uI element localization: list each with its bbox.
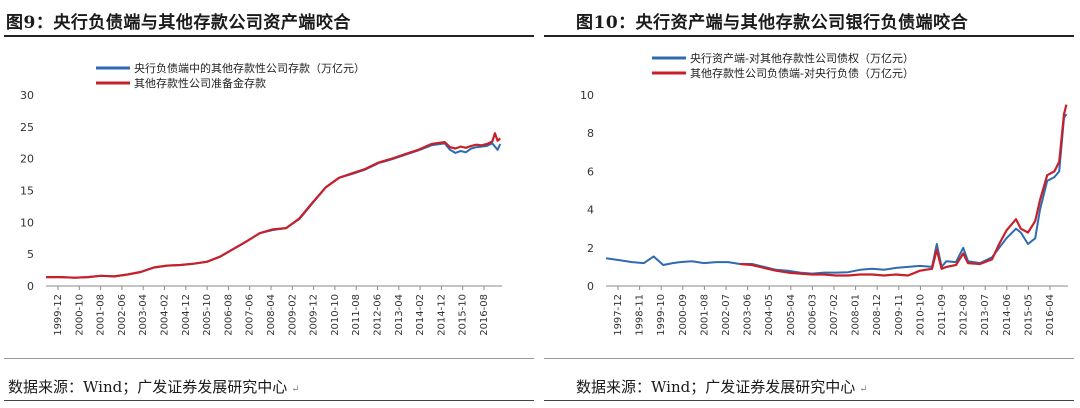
chart-area: 0 5 10 15 20 25 30 1999-12 2000-10 2001-08 2002-06…	[4, 40, 534, 359]
source-divider	[4, 400, 534, 401]
y-tick-label: 5	[27, 248, 34, 261]
title-divider	[544, 35, 1074, 37]
x-tick-label: 2003-06	[743, 294, 754, 336]
legend-label-2: 其他存款性公司准备金存款	[134, 76, 266, 90]
source-divider	[544, 400, 1074, 401]
x-tick-label: 2014-02	[415, 294, 426, 336]
x-tick-label: 2012-06	[373, 294, 384, 336]
chart-area: 0 2 4 6 8 10 1997-12 1998-11 1999-10 2000-09 2001-…	[544, 40, 1074, 359]
x-tick-label: 2006-08	[223, 294, 234, 336]
x-tick-label: 2014-12	[436, 294, 447, 336]
x-tick-label: 2016-08	[479, 294, 490, 336]
figure-9-panel: 图9：央行负债端与其他存款公司资产端咬合 0 5 10 15 20 25 30 1999-12…	[4, 13, 534, 401]
x-tick-label: 1999-12	[53, 294, 64, 336]
x-tick-label: 2015-05	[1023, 294, 1034, 336]
line-chart-figure-10: 0 2 4 6 8 10 1997-12 1998-11 1999-10 2000-09 2001-…	[580, 51, 1068, 336]
y-tick-label: 6	[587, 165, 594, 178]
x-tick-label: 2008-12	[872, 294, 883, 336]
y-tick-label: 30	[20, 89, 34, 102]
legend-label-1: 央行负债端中的其他存款性公司存款（万亿元）	[134, 61, 365, 75]
y-tick-label: 25	[20, 121, 34, 134]
x-tick-label: 2009-02	[287, 294, 298, 336]
x-tick-label: 2011-08	[351, 294, 362, 336]
title-divider	[4, 35, 534, 37]
figure-title: 图10：央行资产端与其他存款公司银行负债端咬合	[576, 13, 969, 33]
series-line-1	[46, 142, 502, 279]
x-tick-label: 2006-03	[807, 294, 818, 336]
x-tick-label: 2003-04	[138, 294, 149, 336]
x-tick-label: 2004-05	[764, 294, 775, 336]
x-tick-label: 2000-10	[74, 294, 85, 336]
series-line-2	[739, 104, 1068, 277]
y-tick-label: 8	[587, 127, 594, 140]
x-tick-label: 2012-08	[959, 294, 970, 336]
x-tick-label: 2008-01	[851, 294, 862, 336]
legend-label-2: 其他存款性公司负债端-对央行负债（万亿元）	[690, 66, 914, 80]
y-tick-label: 10	[580, 89, 594, 102]
x-tick-label: 2009-12	[309, 294, 320, 336]
x-tick-label: 2001-08	[96, 294, 107, 336]
y-tick-label: 0	[587, 280, 594, 293]
x-tick-label: 2008-04	[266, 294, 277, 336]
x-tick-label: 1999-10	[656, 294, 667, 336]
x-tick-label: 2000-09	[678, 294, 689, 336]
x-tick-label: 2004-12	[181, 294, 192, 336]
y-tick-label: 0	[27, 280, 34, 293]
x-tick-label: 2005-04	[786, 294, 797, 336]
series-line-1	[605, 113, 1068, 275]
x-tick-label: 2004-02	[160, 294, 171, 336]
x-tick-label: 1997-12	[613, 294, 624, 336]
x-tick-label: 2010-10	[915, 294, 926, 336]
legend-label-1: 央行资产端-对其他存款性公司债权（万亿元）	[690, 51, 914, 65]
y-tick-label: 4	[587, 204, 594, 217]
y-tick-label: 2	[587, 242, 594, 255]
series-line-2	[46, 132, 501, 279]
x-tick-label: 2009-11	[894, 294, 905, 336]
x-tick-label: 2001-08	[699, 294, 710, 336]
y-tick-label: 15	[20, 185, 34, 198]
y-tick-label: 10	[20, 216, 34, 229]
x-tick-label: 2002-06	[117, 294, 128, 336]
x-tick-label: 2007-06	[245, 294, 256, 336]
figure-10-panel: 图10：央行资产端与其他存款公司银行负债端咬合 0 2 4 6 8 10 1997-12 19…	[540, 0, 1080, 408]
x-tick-label: 2011-09	[937, 294, 948, 336]
line-chart-figure-9: 0 5 10 15 20 25 30 1999-12 2000-10 2001-08 2002-06…	[20, 61, 502, 336]
x-tick-label: 2002-07	[721, 294, 732, 336]
source-note: 数据来源：Wind；广发证券发展研究中心 ↵	[576, 378, 868, 396]
x-tick-label: 2010-10	[330, 294, 341, 336]
x-tick-label: 1998-11	[635, 294, 646, 336]
x-tick-label: 2007-02	[829, 294, 840, 336]
figure-title: 图9：央行负债端与其他存款公司资产端咬合	[6, 13, 351, 33]
x-tick-label: 2005-10	[202, 294, 213, 336]
x-tick-label: 2016-04	[1045, 294, 1056, 336]
x-tick-label: 2014-06	[1002, 294, 1013, 336]
x-tick-label: 2015-10	[458, 294, 469, 336]
y-tick-label: 20	[20, 153, 34, 166]
x-tick-label: 2013-04	[394, 294, 405, 336]
x-tick-label: 2013-07	[980, 294, 991, 336]
source-note: 数据来源：Wind；广发证券发展研究中心 ↵	[8, 378, 300, 396]
